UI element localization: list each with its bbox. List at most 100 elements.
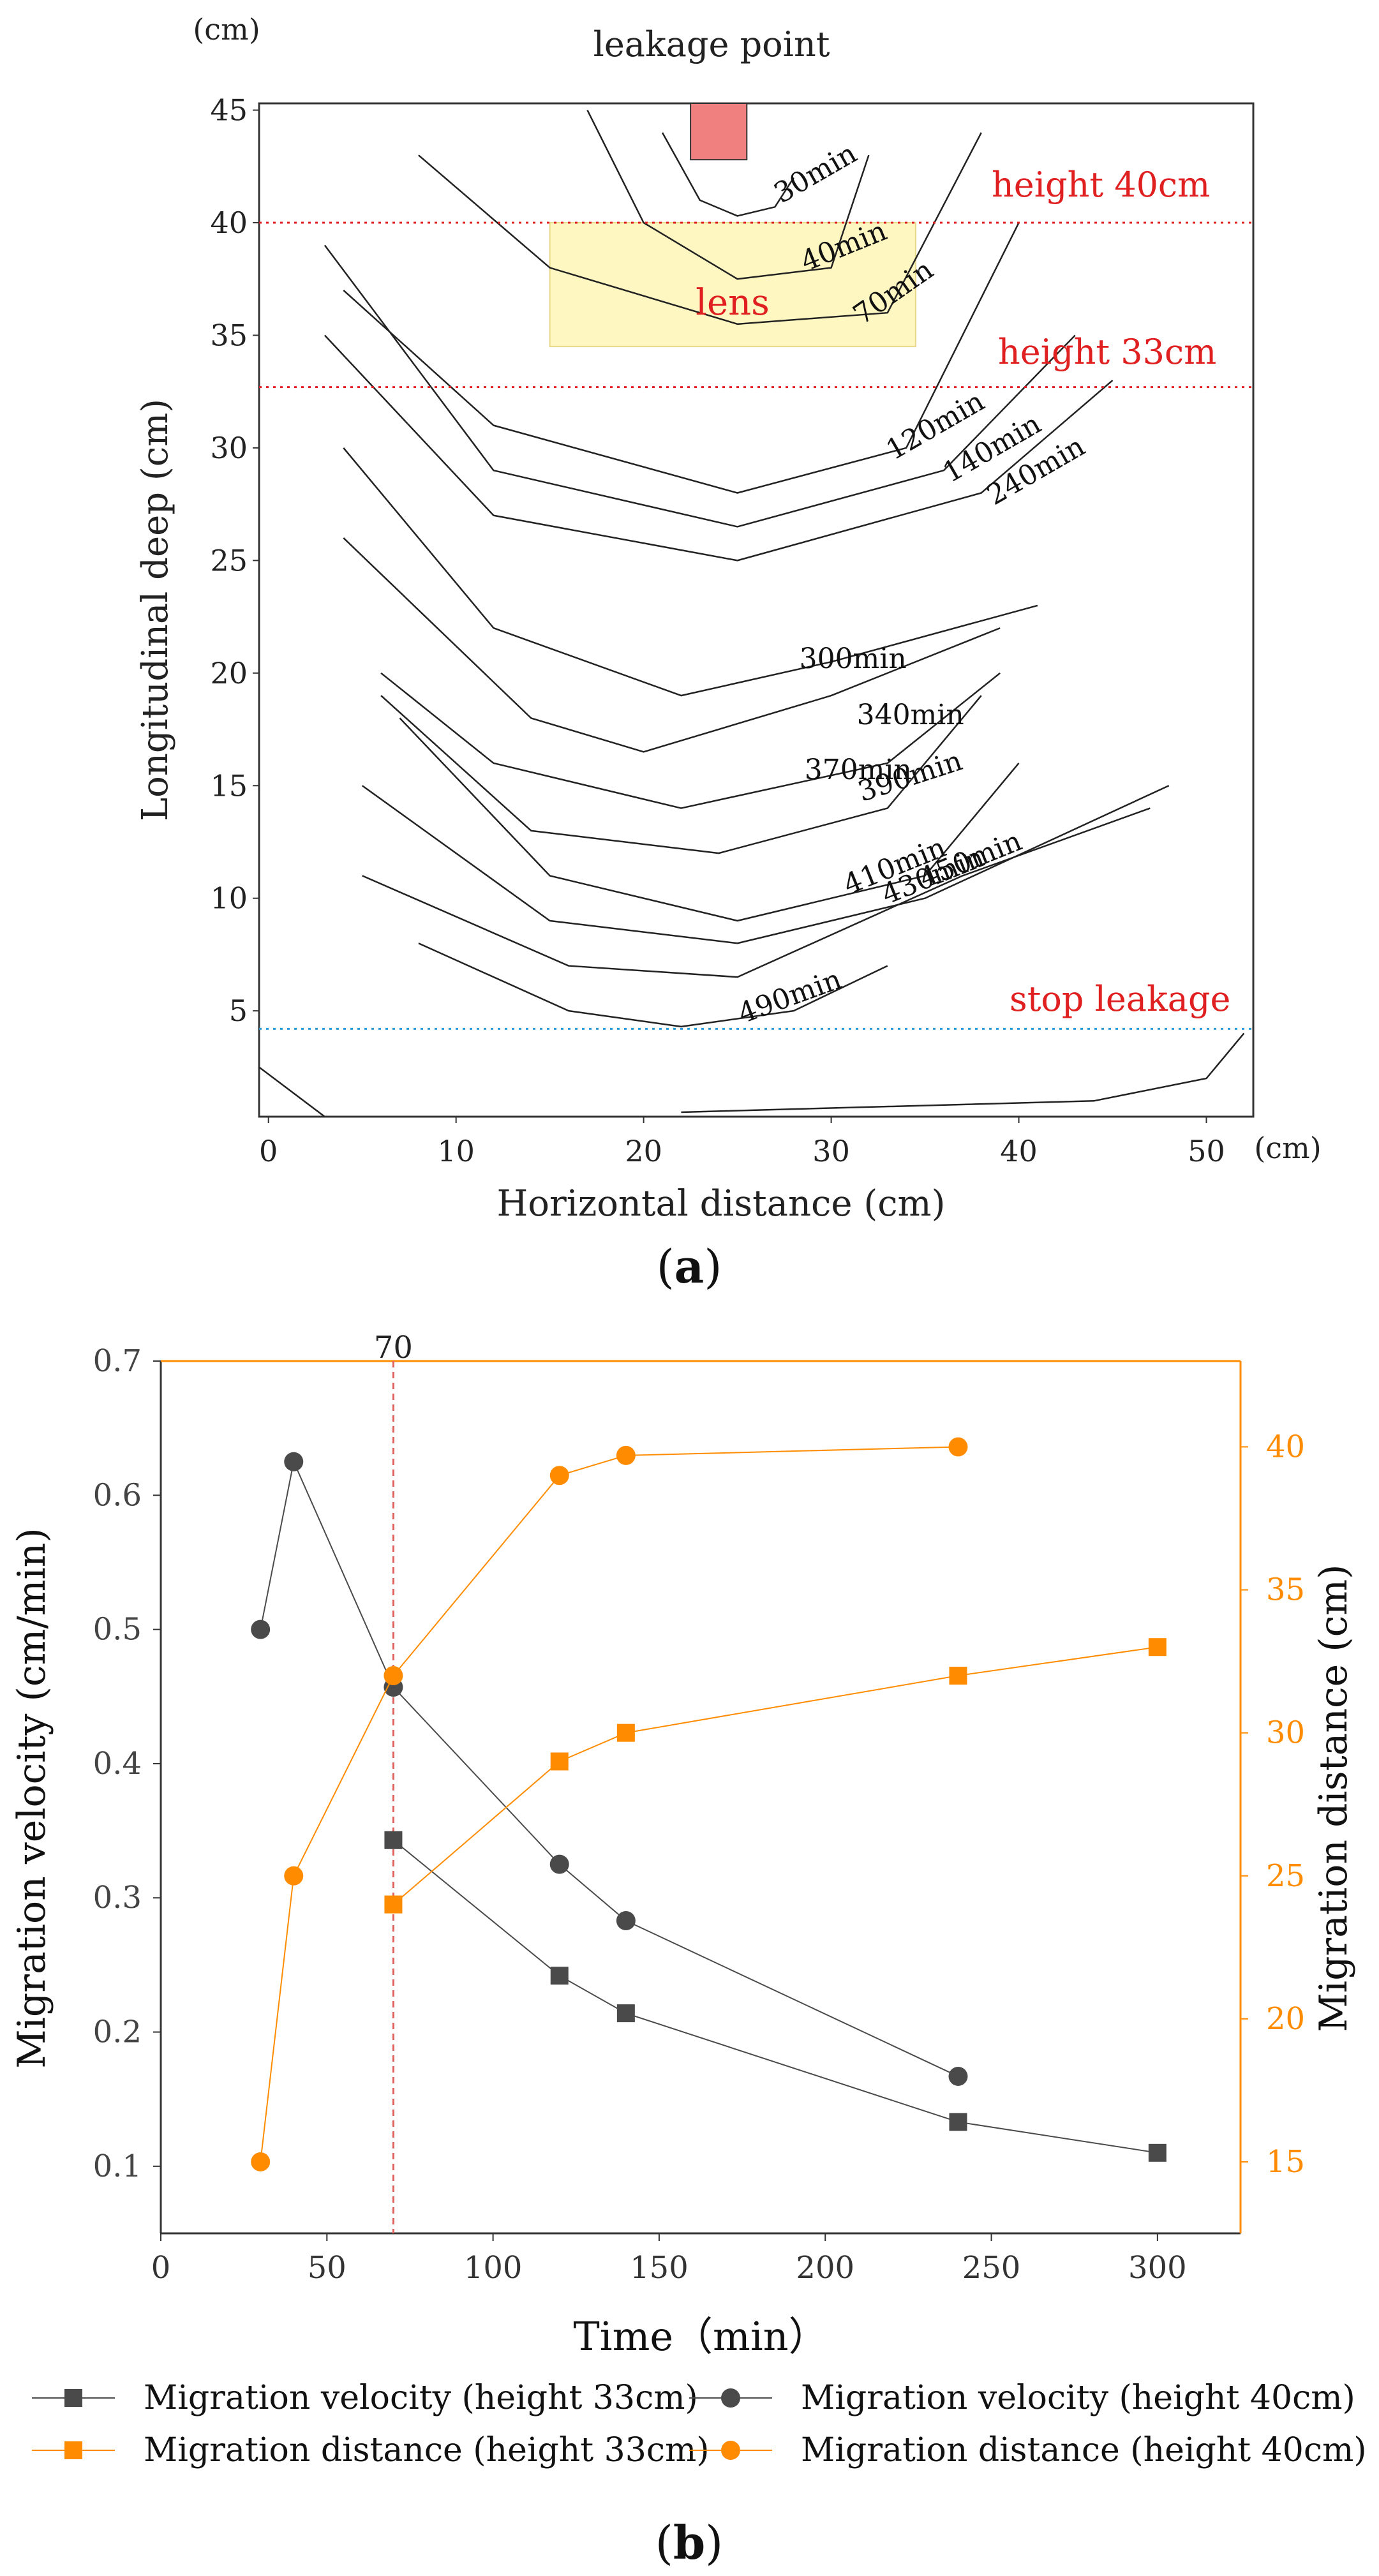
data-point-circle <box>284 1452 304 1471</box>
contour-240min <box>324 334 1114 562</box>
data-point-circle <box>948 2066 968 2086</box>
contour-120min <box>343 222 1020 494</box>
contour-340min <box>343 537 1001 753</box>
vline-annotation: 70 <box>374 1330 413 1366</box>
y-tick-label: 0.6 <box>93 1477 142 1513</box>
contour-70min <box>418 132 982 325</box>
y-axis-title-a: Longitudinal deep (cm) <box>135 399 176 821</box>
data-point-circle <box>948 1437 968 1457</box>
stop-leakage-label: stop leakage <box>1010 979 1231 1019</box>
data-point-square <box>949 2113 967 2131</box>
x-axis-title-b: Time（min） <box>573 2313 828 2360</box>
caption-b: (b) <box>655 2515 724 2570</box>
contour-label-30min: 30min <box>768 137 862 210</box>
y2-axis-title-b: Migration distance (cm) <box>1311 1564 1356 2032</box>
data-point-circle <box>284 1866 304 1886</box>
lens-label: lens <box>696 282 770 324</box>
x-tick-label: 0 <box>259 1134 278 1168</box>
data-point-square <box>384 1895 403 1914</box>
series-line-4 <box>260 1446 958 2163</box>
data-point-square <box>616 1724 635 1742</box>
legend-marker-circle <box>721 2441 740 2460</box>
x-unit-label: (cm) <box>1254 1131 1321 1165</box>
contour-430min <box>361 785 1170 944</box>
data-point-circle <box>616 1910 636 1930</box>
series-line-1 <box>392 1840 1158 2154</box>
x-axis-ticks-a: 0 10 20 30 40 50 <box>259 1117 1225 1168</box>
legend-label: Migration velocity (height 33cm) <box>144 2379 698 2417</box>
x-tick-label: 250 <box>962 2250 1021 2286</box>
y2-tick-label: 40 <box>1266 1429 1305 1464</box>
series-line-2 <box>260 1459 958 2077</box>
data-point-circle <box>549 1466 569 1485</box>
x-tick-label: 50 <box>308 2250 347 2286</box>
contour-450min <box>362 807 1151 978</box>
y2-tick-label: 35 <box>1266 1572 1305 1608</box>
series-group <box>251 1437 1167 2171</box>
x-tick-label: 10 <box>437 1134 475 1168</box>
data-point-square <box>550 1752 569 1771</box>
y-tick-label: 40 <box>210 205 248 240</box>
data-point-square <box>1148 1638 1167 1657</box>
y-tick-label: 0.4 <box>93 1746 142 1782</box>
data-point-square <box>550 1967 569 1985</box>
legend-label: Migration velocity (height 40cm) <box>801 2379 1355 2417</box>
legend-marker-circle <box>721 2388 740 2408</box>
data-point-circle <box>251 1619 271 1639</box>
y-unit-label: (cm) <box>193 12 260 47</box>
bottom-boundary-line <box>258 1032 1245 1117</box>
legend-label: Migration distance (height 40cm) <box>801 2431 1367 2469</box>
y2-axis-ticks-b: 15 20 25 30 35 40 <box>1241 1429 1305 2180</box>
x-tick-label: 100 <box>464 2250 523 2286</box>
y-tick-label: 35 <box>210 318 248 352</box>
contour-140min <box>324 244 1076 528</box>
legend: Migration velocity (height 33cm) Migratio… <box>32 2379 1367 2469</box>
contour-370min <box>380 672 1001 809</box>
x-tick-label: 0 <box>151 2250 171 2286</box>
y-tick-label: 25 <box>210 543 248 577</box>
data-point-square <box>616 2004 635 2023</box>
data-point-circle <box>384 1666 403 1686</box>
contour-40min <box>586 110 870 280</box>
y2-tick-label: 15 <box>1266 2144 1305 2180</box>
y-tick-label: 0.5 <box>93 1612 142 1648</box>
y2-tick-label: 30 <box>1266 1715 1305 1751</box>
y-tick-label: 30 <box>210 431 248 465</box>
y-tick-label: 20 <box>210 656 248 690</box>
panel-b: 70 0 50 100 150 200 250 300 0.1 0.2 0.3 0.4 0.5 0.6… <box>10 1330 1367 2570</box>
x-axis-ticks-b: 0 50 100 150 200 250 300 <box>151 2233 1187 2286</box>
y2-tick-label: 20 <box>1266 2001 1305 2037</box>
x-tick-label: 200 <box>796 2250 854 2286</box>
x-axis-title-a: Horizontal distance (cm) <box>496 1183 945 1225</box>
data-point-circle <box>251 2152 271 2171</box>
y-tick-label: 15 <box>210 768 248 803</box>
y-tick-label: 45 <box>210 93 248 128</box>
guide-lines <box>259 221 1253 1030</box>
contour-410min <box>399 717 1020 922</box>
y-tick-label: 10 <box>210 881 248 916</box>
contour-lines <box>258 103 1245 1117</box>
y-tick-label: 0.3 <box>93 1880 142 1916</box>
y-tick-label: 0.1 <box>93 2148 142 2184</box>
x-tick-label: 150 <box>630 2250 689 2286</box>
contour-30min <box>661 132 794 217</box>
contour-label-490min: 490min <box>734 963 846 1030</box>
data-point-circle <box>549 1854 569 1874</box>
contour-label-300min: 300min <box>800 643 907 675</box>
data-point-square <box>1148 2143 1167 2162</box>
contour-label-370min: 370min <box>805 754 912 786</box>
legend-marker-square <box>64 2441 82 2459</box>
height-33-label: height 33cm <box>998 332 1216 372</box>
lens-region <box>549 222 916 348</box>
height-40-label: height 40cm <box>992 165 1210 205</box>
contour-300min <box>343 447 1038 697</box>
contour-490min <box>418 942 888 1028</box>
legend-label: Migration distance (height 33cm) <box>144 2431 710 2469</box>
data-point-square <box>384 1831 403 1849</box>
y-axis-ticks-a: 5 10 15 20 25 30 35 40 45 <box>210 93 259 1028</box>
data-point-circle <box>616 1445 636 1465</box>
x-tick-label: 30 <box>812 1134 850 1168</box>
y-axis-ticks-b: 0.1 0.2 0.3 0.4 0.5 0.6 0.7 <box>93 1343 161 2184</box>
